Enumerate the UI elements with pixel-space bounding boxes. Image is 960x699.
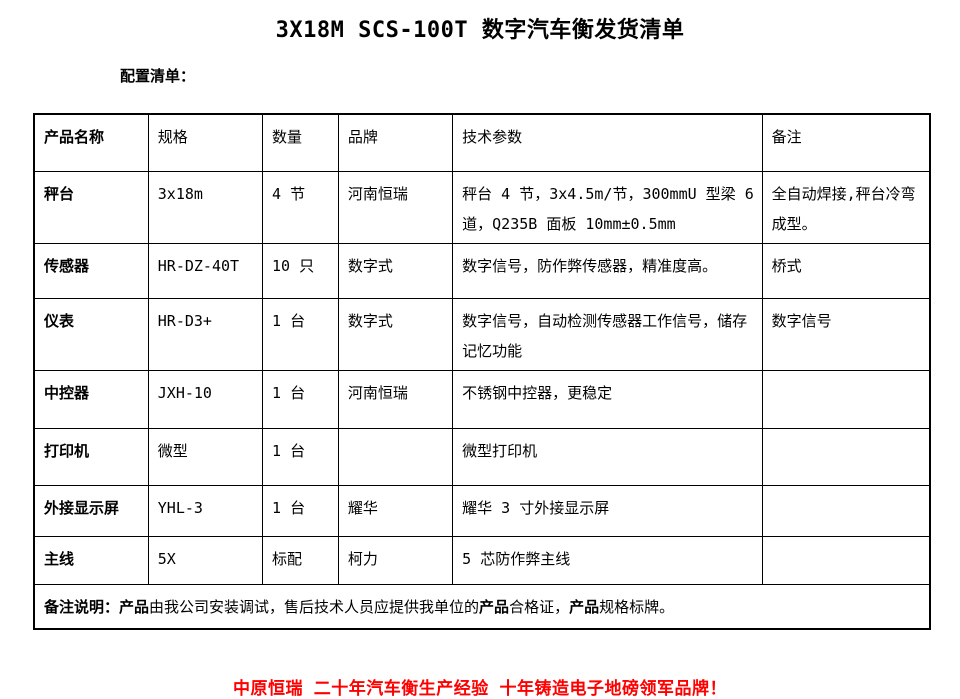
cell-product-name: 中控器 — [33, 369, 149, 429]
cell-product-name: 秤台 — [33, 170, 149, 244]
config-table: 产品名称 规格 数量 品牌 技术参数 备注 秤台 3x18m 4 节 河南恒瑞 … — [33, 113, 931, 630]
cell-note — [761, 484, 931, 537]
cell-spec: JXH-10 — [147, 369, 264, 429]
brand-slogan: 中原恒瑞 二十年汽车衡生产经验 十年铸造电子地磅领军品牌！ — [233, 679, 727, 699]
cell-tech: 耀华 3 寸外接显示屏 — [452, 484, 763, 537]
table-row-printer: 打印机 微型 1 台 微型打印机 — [33, 427, 931, 486]
cell-brand: 柯力 — [337, 535, 454, 585]
cell-brand — [337, 427, 454, 486]
cell-qty: 1 台 — [262, 427, 339, 486]
cell-tech: 不锈钢中控器，更稳定 — [452, 369, 763, 429]
table-row-controller: 中控器 JXH-10 1 台 河南恒瑞 不锈钢中控器，更稳定 — [33, 369, 931, 429]
cell-brand: 数字式 — [337, 242, 454, 299]
cell-qty: 1 台 — [262, 369, 339, 429]
cell-tech: 数字信号，自动检测传感器工作信号，储存记忆功能 — [452, 297, 763, 371]
cell-spec: HR-D3+ — [147, 297, 264, 371]
cell-tech: 数字信号，防作弊传感器，精准度高。 — [452, 242, 763, 299]
col-header-note: 备注 — [761, 113, 931, 172]
cell-note: 数字信号 — [761, 297, 931, 371]
cell-qty: 1 台 — [262, 297, 339, 371]
cell-product-name: 传感器 — [33, 242, 149, 299]
cell-product-name: 打印机 — [33, 427, 149, 486]
col-header-qty: 数量 — [262, 113, 339, 172]
cell-tech: 微型打印机 — [452, 427, 763, 486]
cell-tech: 秤台 4 节，3x4.5m/节，300mmU 型梁 6 道，Q235B 面板 1… — [452, 170, 763, 244]
col-header-spec: 规格 — [147, 113, 264, 172]
cell-qty: 10 只 — [262, 242, 339, 299]
cell-note — [761, 427, 931, 486]
cell-brand: 河南恒瑞 — [337, 369, 454, 429]
cell-brand: 河南恒瑞 — [337, 170, 454, 244]
cell-qty: 4 节 — [262, 170, 339, 244]
table-remark-row: 备注说明：产品由我公司安装调试，售后技术人员应提供我单位的产品合格证，产品规格标… — [33, 583, 931, 630]
cell-brand: 耀华 — [337, 484, 454, 537]
table-row-sensor: 传感器 HR-DZ-40T 10 只 数字式 数字信号，防作弊传感器，精准度高。… — [33, 242, 931, 299]
table-header-row: 产品名称 规格 数量 品牌 技术参数 备注 — [33, 113, 931, 172]
cell-product-name: 外接显示屏 — [33, 484, 149, 537]
cell-spec: 5X — [147, 535, 264, 585]
remark-text: 备注说明：产品由我公司安装调试，售后技术人员应提供我单位的产品合格证，产品规格标… — [33, 583, 931, 630]
cell-spec: YHL-3 — [147, 484, 264, 537]
col-header-product-name: 产品名称 — [33, 113, 149, 172]
cell-spec: HR-DZ-40T — [147, 242, 264, 299]
cell-spec: 微型 — [147, 427, 264, 486]
col-header-tech: 技术参数 — [452, 113, 763, 172]
page-title: 3X18M SCS-100T 数字汽车衡发货清单 — [275, 18, 685, 43]
table-row-external-display: 外接显示屏 YHL-3 1 台 耀华 耀华 3 寸外接显示屏 — [33, 484, 931, 537]
cell-note — [761, 535, 931, 585]
cell-spec: 3x18m — [147, 170, 264, 244]
table-row-indicator: 仪表 HR-D3+ 1 台 数字式 数字信号，自动检测传感器工作信号，储存记忆功… — [33, 297, 931, 371]
cell-note: 桥式 — [761, 242, 931, 299]
cell-qty: 1 台 — [262, 484, 339, 537]
cell-brand: 数字式 — [337, 297, 454, 371]
section-label: 配置清单： — [120, 67, 196, 85]
cell-product-name: 仪表 — [33, 297, 149, 371]
remark-label: 备注说明： — [44, 597, 120, 616]
table-row-weighbridge: 秤台 3x18m 4 节 河南恒瑞 秤台 4 节，3x4.5m/节，300mmU… — [33, 170, 931, 244]
table-row-main-cable: 主线 5X 标配 柯力 5 芯防作弊主线 — [33, 535, 931, 585]
cell-note: 全自动焊接,秤台冷弯成型。 — [761, 170, 931, 244]
cell-qty: 标配 — [262, 535, 339, 585]
cell-product-name: 主线 — [33, 535, 149, 585]
cell-note — [761, 369, 931, 429]
col-header-brand: 品牌 — [337, 113, 454, 172]
cell-tech: 5 芯防作弊主线 — [452, 535, 763, 585]
